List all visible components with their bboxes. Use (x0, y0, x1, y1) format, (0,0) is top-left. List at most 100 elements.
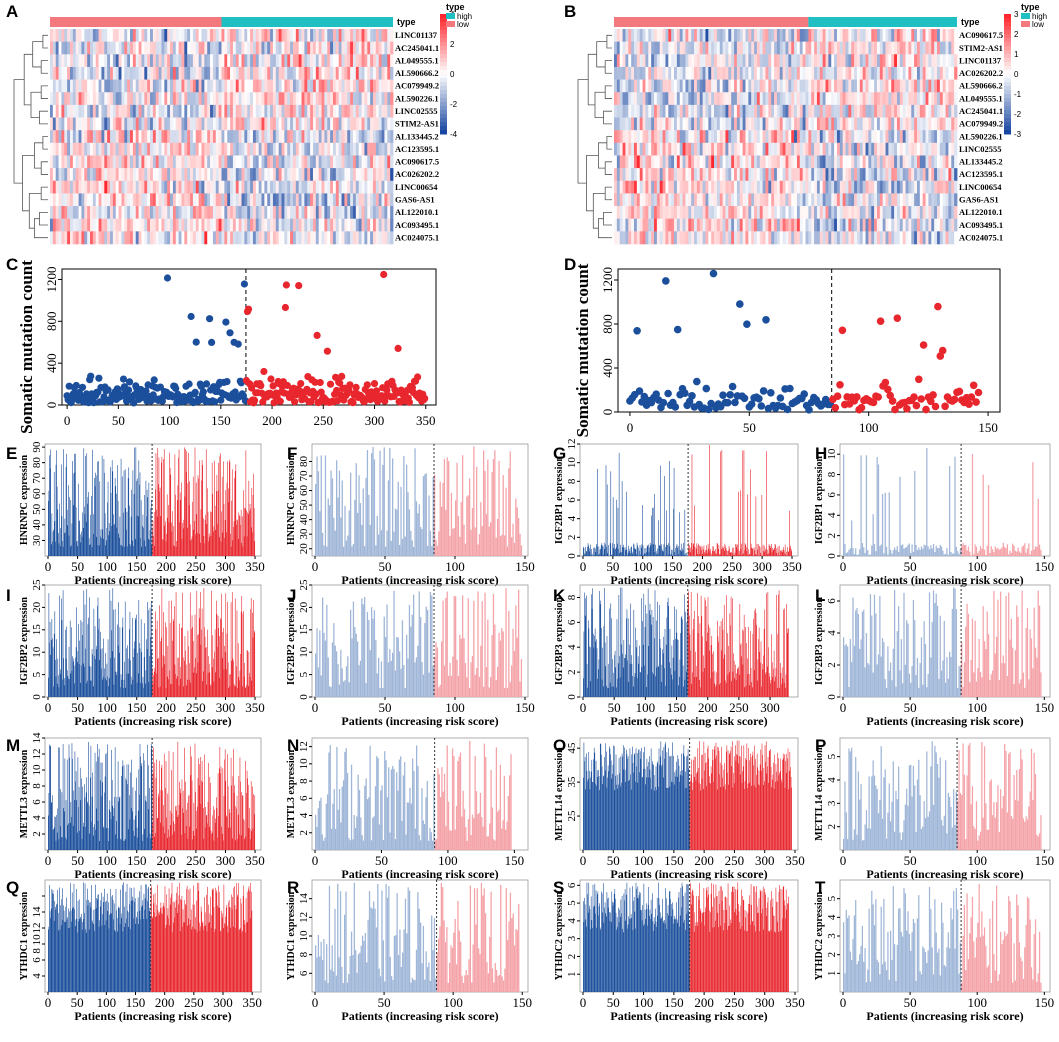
colorbar-segment (1004, 102, 1011, 107)
heatmap-cell (115, 231, 119, 245)
heatmap-cell (748, 104, 752, 118)
heatmap-cell (762, 41, 766, 55)
heatmap-cell (948, 92, 952, 106)
heatmap-cell (78, 54, 82, 68)
heatmap-cell (954, 54, 958, 68)
heatmap-cell (745, 130, 749, 144)
heatmap-cell (61, 117, 65, 131)
heatmap-cell (636, 54, 641, 68)
heatmap-cell (822, 231, 826, 245)
heatmap-cell (788, 92, 792, 106)
heatmap-cell (290, 130, 294, 144)
mutation-point (338, 372, 346, 380)
heatmap-cell (805, 130, 809, 144)
heatmap-cell (381, 66, 385, 80)
heatmap-cell (851, 41, 855, 55)
heatmap-cell (78, 206, 82, 220)
heatmap-cell (948, 29, 952, 42)
heatmap-cell (928, 104, 932, 118)
heatmap-cell (355, 117, 360, 131)
heatmap-cell (301, 231, 305, 245)
heatmap-cell (848, 79, 852, 93)
heatmap-cell (819, 130, 824, 144)
heatmap-cell (252, 54, 257, 68)
heatmap-cell (788, 231, 792, 245)
heatmap-cell (338, 180, 342, 194)
heatmap-cell (147, 155, 151, 169)
heatmap-cell (731, 54, 735, 68)
heatmap-cell (81, 104, 85, 118)
heatmap-cell (132, 142, 137, 156)
heatmap-cell (919, 231, 924, 245)
heatmap-cell (614, 104, 618, 118)
heatmap-cell (934, 193, 938, 207)
mutation-point (874, 393, 882, 401)
heatmap-cell (127, 206, 131, 220)
heatmap-cell (138, 218, 142, 232)
heatmap-cell (75, 66, 79, 80)
heatmap-cell (851, 168, 855, 182)
heatmap-cell (802, 92, 806, 106)
heatmap-cell (292, 142, 297, 156)
expression-bar (68, 535, 70, 556)
heatmap-cell (785, 168, 789, 182)
heatmap-cell (304, 180, 308, 194)
heatmap-cell (739, 41, 744, 55)
heatmap-cell (876, 193, 881, 207)
heatmap-cell (287, 41, 291, 55)
heatmap-cell (50, 168, 54, 182)
heatmap-cell (905, 79, 909, 93)
heatmap-cell (788, 117, 792, 131)
heatmap-cell (267, 41, 271, 55)
heatmap-cell (130, 193, 134, 207)
heatmap-cell (636, 218, 641, 232)
heatmap-cell (676, 79, 681, 93)
heatmap-cell (659, 155, 663, 169)
heatmap-cell (834, 104, 838, 118)
heatmap-cell (885, 155, 889, 169)
heatmap-cell (201, 142, 205, 156)
heatmap-cell (215, 54, 220, 68)
heatmap-cell (814, 41, 818, 55)
heatmap-cell (298, 66, 302, 80)
heatmap-cell (87, 117, 91, 131)
heatmap-cell (679, 180, 683, 194)
heatmap-cell (839, 155, 844, 169)
heatmap-cell (876, 66, 881, 80)
heatmap-cell (634, 92, 638, 106)
heatmap-cell (908, 54, 912, 68)
heatmap-cell (899, 142, 904, 156)
heatmap-cell (298, 218, 302, 232)
heatmap-cell (381, 231, 385, 245)
heatmap-cell (61, 142, 65, 156)
heatmap-cell (67, 29, 71, 42)
heatmap-cell (198, 79, 202, 93)
heatmap-cell (361, 41, 365, 55)
heatmap-cell (167, 104, 171, 118)
heatmap-cell (705, 41, 709, 55)
heatmap-cell (942, 29, 946, 42)
heatmap-cell (779, 231, 784, 245)
heatmap-cell (61, 193, 65, 207)
heatmap-cell (384, 180, 388, 194)
heatmap-cell (212, 117, 217, 131)
heatmap-cell (270, 168, 274, 182)
heatmap-cell (350, 180, 354, 194)
heatmap-cell (290, 54, 294, 68)
heatmap-cell (865, 180, 869, 194)
heatmap-cell (728, 41, 732, 55)
heatmap-cell (745, 142, 749, 156)
heatmap-cell (859, 155, 864, 169)
heatmap-cell (387, 104, 391, 118)
mutation-point (724, 398, 732, 407)
heatmap-cell (52, 66, 57, 80)
heatmap-cell (819, 180, 824, 194)
heatmap-cell (785, 142, 789, 156)
mutation-point (276, 397, 284, 405)
heatmap-cell (141, 206, 145, 220)
heatmap-cell (90, 155, 94, 169)
heatmap-cell (682, 92, 686, 106)
heatmap-cell (676, 66, 681, 80)
heatmap-cell (762, 104, 766, 118)
heatmap-cell (922, 41, 926, 55)
